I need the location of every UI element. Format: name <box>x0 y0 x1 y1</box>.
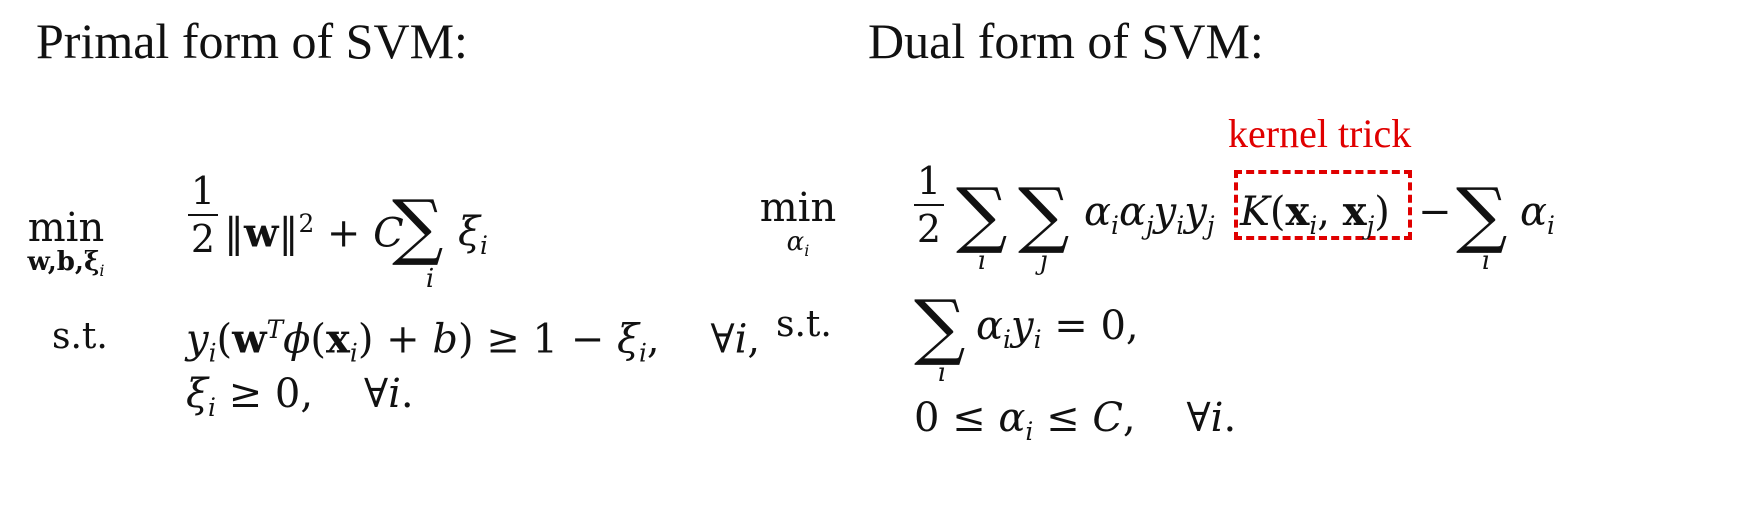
dual-kernel-term: K(xi, xj) <box>1240 188 1390 240</box>
dual-objective-minus: − <box>1418 189 1452 235</box>
dual-sum-index-4: i <box>937 358 947 388</box>
dual-min-subscript: αi <box>786 227 810 261</box>
dual-sum-index-1: i <box>977 246 987 276</box>
kernel-trick-box <box>1234 170 1412 240</box>
dual-heading: Dual form of SVM: <box>868 13 1264 69</box>
primal-min-label: min <box>27 205 105 251</box>
dual-min-label: min <box>759 185 837 231</box>
dual-st-label: s.t. <box>776 304 832 345</box>
dual-sum-index-3: i <box>1481 246 1491 276</box>
primal-min-operator: min w,b,ξi <box>16 208 116 280</box>
dual-objective-alpha-y: αiαjyiyj <box>1084 189 1215 240</box>
dual-sum-sigma-4: ∑ <box>914 284 966 368</box>
primal-heading: Primal form of SVM: <box>36 13 468 69</box>
dual-sum-sigma-1: ∑ <box>956 172 1008 256</box>
primal-constraint-2: ξi ≥ 0, ∀i. <box>186 371 414 422</box>
primal-constraint-1: yi(wTϕ(xi) + b) ≥ 1 − ξi, ∀i, <box>186 315 761 368</box>
primal-objective-xi: ξi <box>458 209 488 260</box>
dual-objective-alpha: αi <box>1520 189 1555 240</box>
dual-sum-sigma-2: ∑ <box>1018 172 1070 256</box>
primal-st-label: s.t. <box>52 316 108 357</box>
primal-sum-sigma: ∑ <box>392 184 444 268</box>
dual-sum-sigma-3: ∑ <box>1456 172 1508 256</box>
dual-sum-index-2: j <box>1039 246 1049 276</box>
dual-constraint-1: αiyi = 0, <box>976 303 1139 354</box>
kernel-trick-label: kernel trick <box>1228 111 1412 156</box>
primal-min-subscript: w,b,ξi <box>27 247 105 281</box>
dual-min-operator: min αi <box>748 188 848 260</box>
primal-objective-norm: ‖w‖2 + C <box>224 209 404 257</box>
primal-sum-index: i <box>425 264 435 294</box>
dual-constraint-2: 0 ≤ αi ≤ C, ∀i. <box>914 395 1237 446</box>
